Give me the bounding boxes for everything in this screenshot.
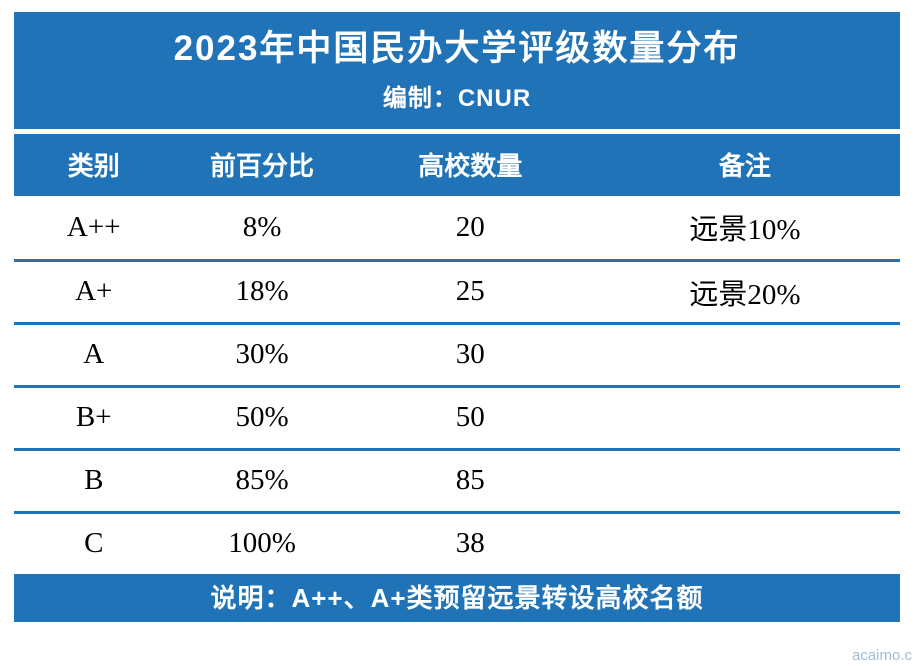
table-cell: 85	[455, 464, 485, 496]
table-cell: 50%	[235, 401, 289, 433]
title-block: 2023年中国民办大学评级数量分布 编制：CNUR	[14, 12, 900, 129]
page-title: 2023年中国民办大学评级数量分布	[173, 29, 741, 68]
table-row: A 30% 30	[14, 321, 900, 385]
table-header-row: 类别 前百分比 高校数量 备注	[14, 133, 900, 196]
table-row: B+ 50% 50	[14, 384, 900, 448]
table-cell: 100%	[228, 527, 296, 559]
table-cell: 85%	[235, 464, 289, 496]
table-cell: A++	[66, 210, 121, 243]
table-cell: A+	[75, 275, 113, 307]
divider	[14, 128, 900, 134]
page-subtitle: 编制：CNUR	[382, 84, 532, 112]
table-cell: B+	[75, 401, 112, 433]
table-cell: 远景10%	[689, 214, 801, 246]
footer-note: 说明：A++、A+类预留远景转设高校名额	[14, 573, 900, 622]
table-row: A++ 8% 20 远景10%	[14, 195, 900, 259]
table-cell: 30	[455, 338, 485, 370]
table-body: A++ 8% 20 远景10% A+ 18% 25 远景20% A 30% 30 B+ 50% 50 B 85…	[14, 195, 900, 574]
table-cell: C	[84, 527, 104, 559]
table-cell: 18%	[235, 275, 289, 307]
table-cell: 38	[455, 527, 485, 559]
column-header-category: 类别	[67, 151, 120, 181]
column-header-remarks: 备注	[718, 151, 771, 181]
watermark: acaimo.c	[851, 647, 912, 664]
column-header-top-percentile: 前百分比	[210, 151, 315, 181]
table-cell: 8%	[242, 210, 282, 243]
table-cell: 20	[455, 210, 485, 243]
table-cell: 25	[455, 275, 485, 307]
table-cell: 50	[455, 401, 485, 433]
table-cell: B	[84, 464, 104, 496]
table-row: C 100% 38	[14, 510, 900, 574]
column-header-university-count: 高校数量	[418, 151, 523, 181]
table-row: B 85% 85	[14, 447, 900, 511]
table-cell: 30%	[235, 338, 289, 370]
table-cell: A	[83, 338, 105, 370]
table-cell: 远景20%	[689, 278, 801, 311]
table-row: A+ 18% 25 远景20%	[14, 258, 900, 322]
